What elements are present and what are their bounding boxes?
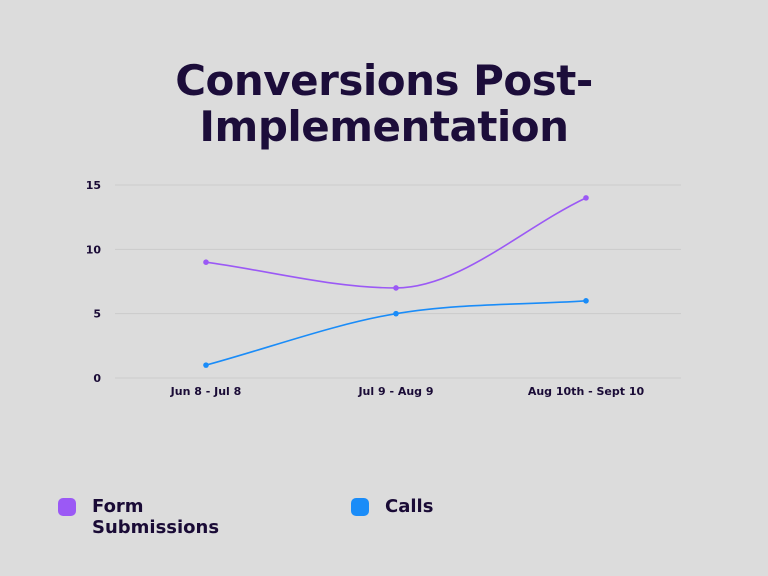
grid-lines [115, 184, 681, 379]
data-point-calls-1[interactable] [393, 310, 399, 317]
data-point-form-submissions-2[interactable] [583, 195, 589, 201]
series-lines [203, 195, 589, 368]
legend-item-calls[interactable]: Calls [351, 496, 535, 517]
x-axis-ticks: Jun 8 - Jul 8 Jul 9 - Aug 9 Aug 10th - Sep… [170, 385, 645, 398]
legend-item-form-submissions[interactable]: Form Submissions [58, 496, 242, 538]
y-tick-label-15: 15 [86, 179, 101, 192]
legend-swatch-calls [351, 498, 369, 516]
x-tick-label-2: Aug 10th - Sept 10 [528, 385, 645, 398]
chart-title: Conversions Post-Implementation [175, 56, 593, 151]
data-point-form-submissions-0[interactable] [203, 259, 209, 266]
x-tick-label-1: Jul 9 - Aug 9 [357, 385, 433, 398]
data-point-calls-2[interactable] [583, 298, 589, 304]
series-line-form-submissions [205, 197, 587, 289]
data-point-calls-0[interactable] [203, 362, 209, 368]
legend-swatch-form-submissions [58, 498, 76, 516]
x-tick-label-0: Jun 8 - Jul 8 [170, 385, 242, 398]
y-axis-ticks: 0 5 10 15 [86, 179, 102, 385]
data-point-form-submissions-1[interactable] [393, 285, 399, 291]
y-tick-label-0: 0 [93, 372, 101, 385]
series-line-calls [205, 300, 587, 366]
legend-label-calls: Calls [385, 496, 434, 517]
y-tick-label-5: 5 [93, 308, 101, 321]
y-tick-label-10: 10 [86, 243, 102, 256]
legend-label-form-submissions: Form Submissions [92, 496, 220, 538]
